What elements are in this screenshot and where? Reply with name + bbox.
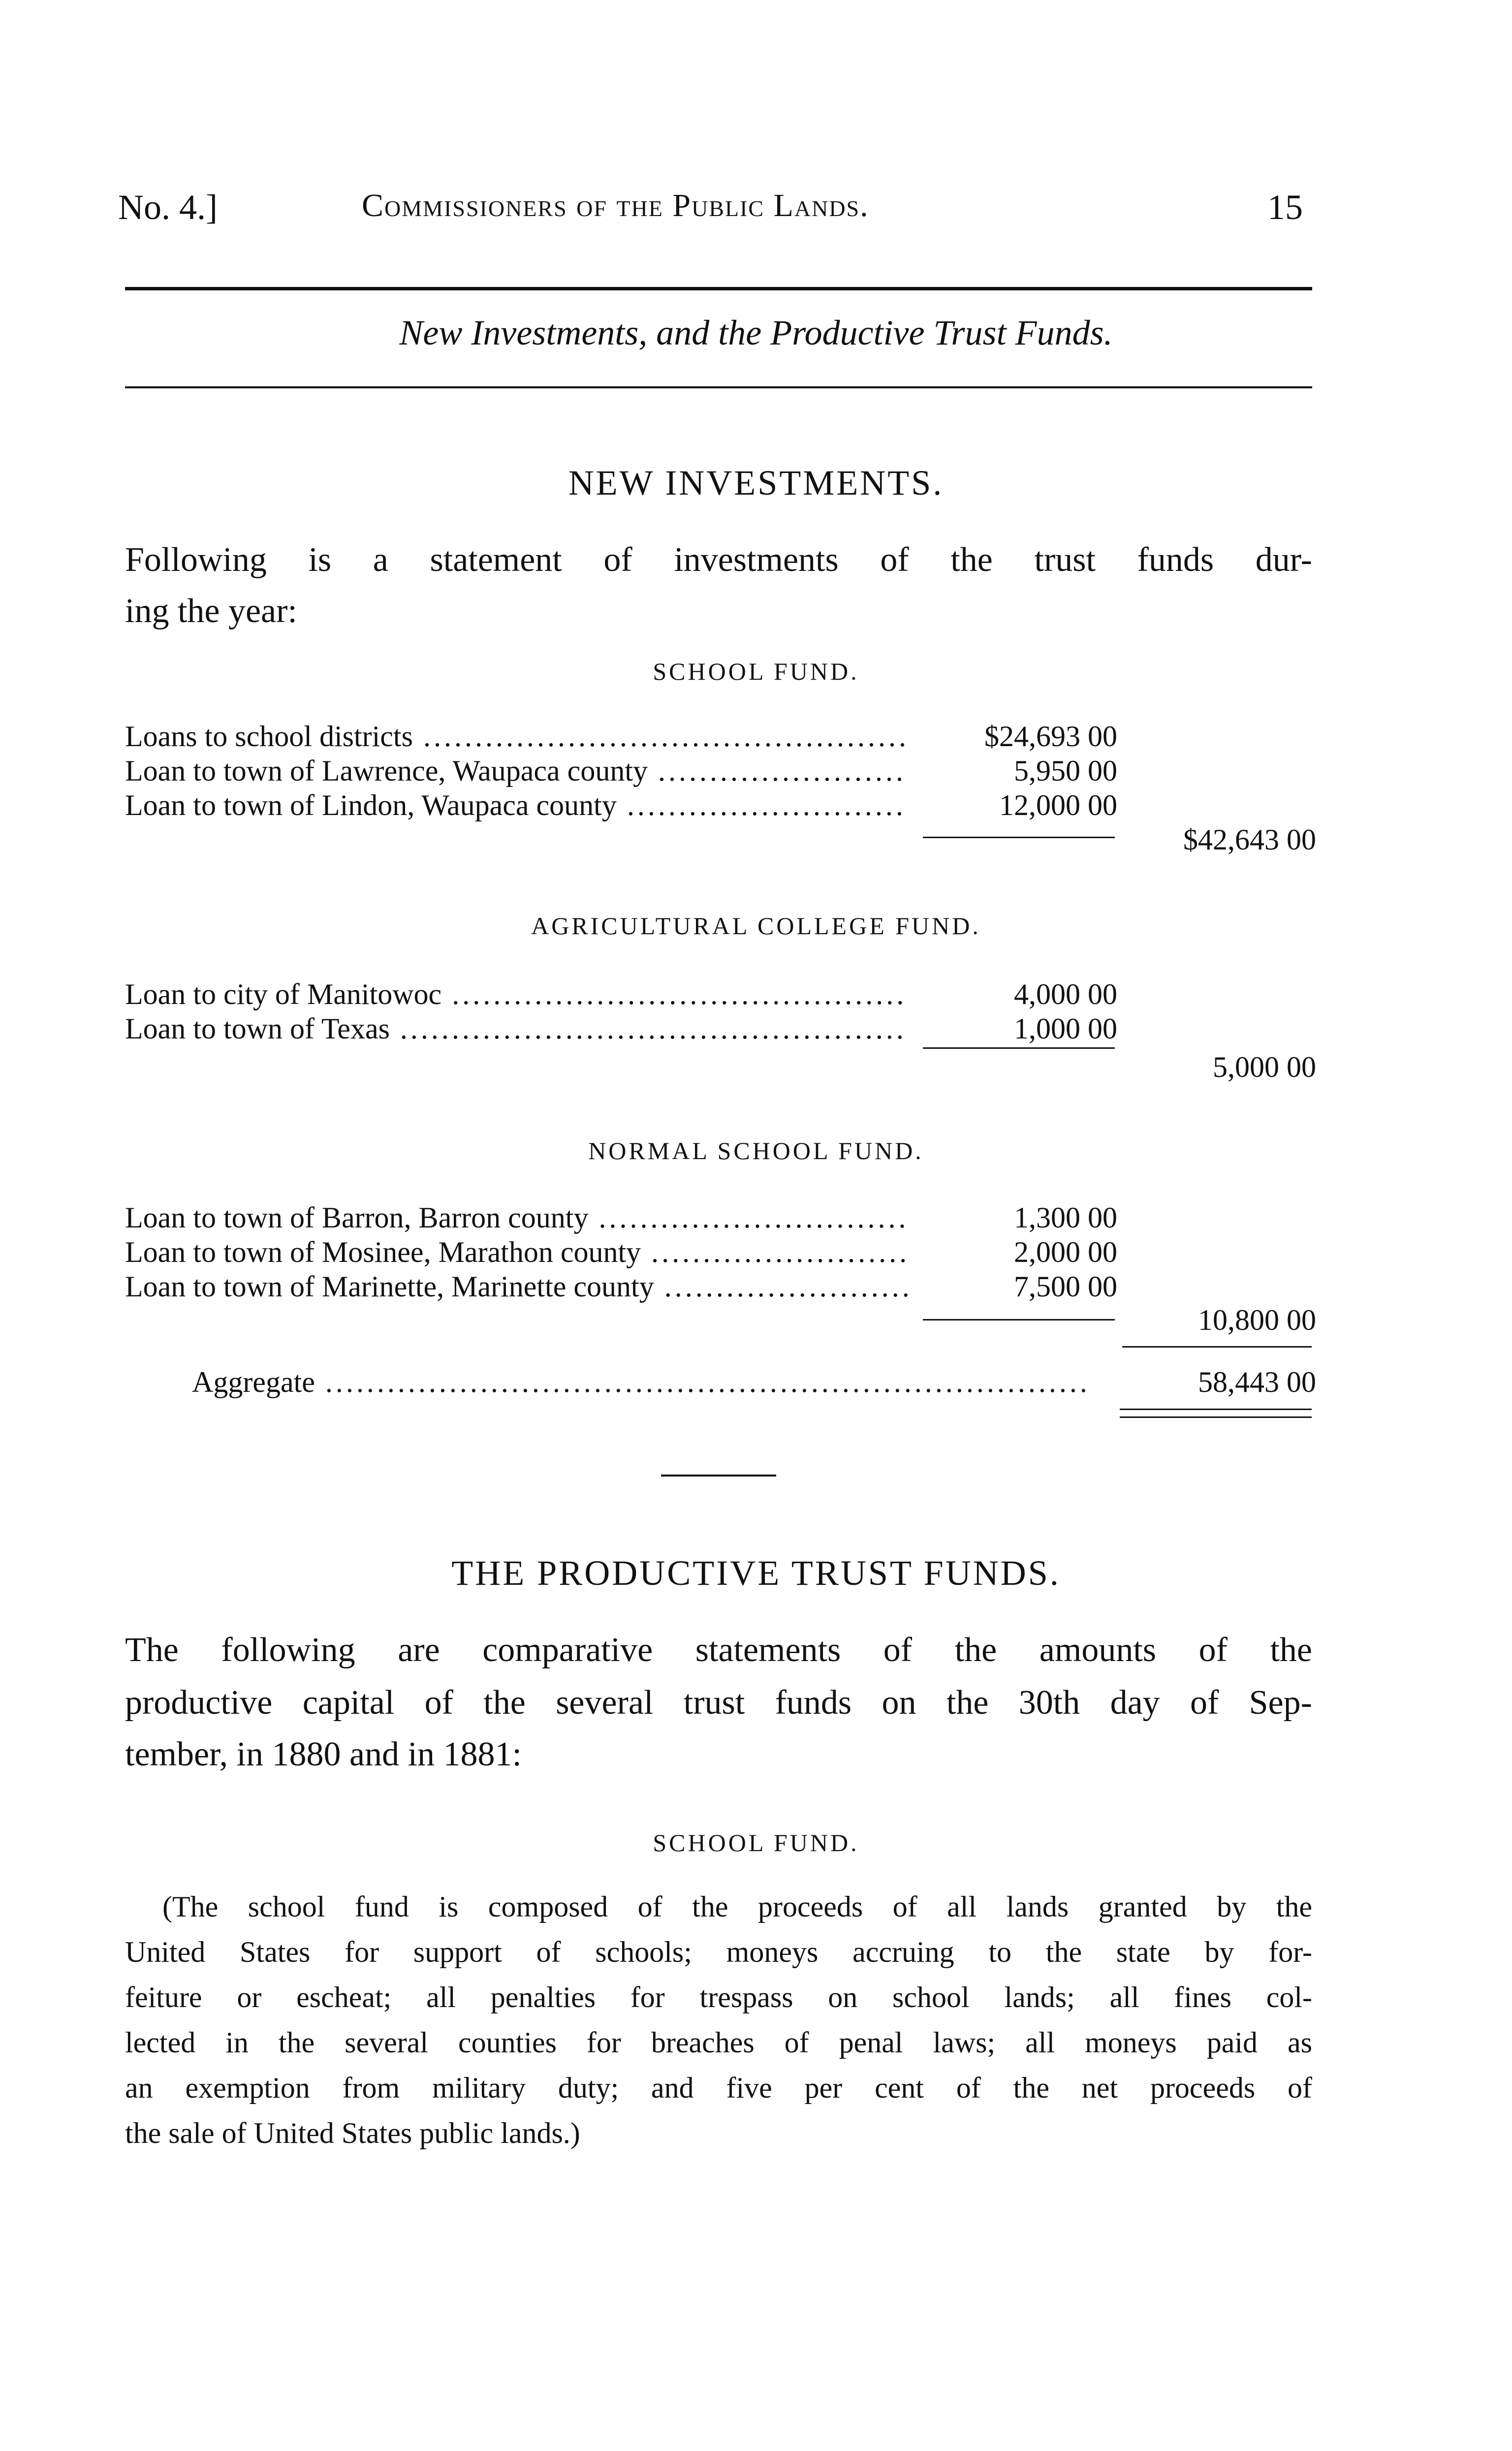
note-line: feiture or escheat; all penalties for tr…: [125, 1981, 1312, 2013]
note-line: (The school fund is composed of the proc…: [162, 1890, 1312, 1923]
section-divider: [661, 1475, 776, 1477]
row-label: Loans to school districts: [125, 720, 908, 754]
total-row: $42,643 00: [125, 823, 1316, 857]
subtotal-rule: [923, 1047, 1115, 1049]
new-investments-heading: NEW INVESTMENTS.: [568, 463, 944, 503]
fund-total: 10,800 00: [1198, 1304, 1316, 1336]
total-row: 5,000 00: [125, 1050, 1316, 1085]
note-line: United States for support of schools; mo…: [125, 1936, 1312, 1968]
row-label: Loan to town of Barron, Barron county: [125, 1201, 908, 1235]
note-line: the sale of United States public lands.): [125, 2117, 580, 2149]
aggregate-row: Aggregate 58,443 00: [192, 1365, 1316, 1400]
intro-line: Following is a statement of investments …: [125, 541, 1312, 579]
total-row: 10,800 00: [125, 1303, 1316, 1338]
fund-total: 5,000 00: [1213, 1051, 1316, 1083]
fund-heading: SCHOOL FUND.: [653, 1829, 859, 1856]
row-label: Loan to town of Lindon, Waupaca county: [125, 788, 908, 822]
row-label: Loan to town of Mosinee, Marathon county: [125, 1235, 908, 1269]
aggregate-top-rule: [1122, 1346, 1312, 1348]
table-row: Loan to city of Manitowoc 4,000 00: [125, 977, 1316, 1012]
table-row: Loan to town of Lawrence, Waupaca county…: [125, 754, 1316, 788]
note-line: an exemption from military duty; and fiv…: [125, 2072, 1312, 2104]
row-label: Loan to town of Texas: [125, 1012, 908, 1046]
subtotal-rule: [923, 1319, 1115, 1320]
page-number: 15: [1267, 188, 1303, 227]
table-row: Loans to school districts $24,693 00: [125, 720, 1316, 754]
note-line: lected in the several counties for breac…: [125, 2026, 1312, 2059]
productive-heading: THE PRODUCTIVE TRUST FUNDS.: [451, 1553, 1061, 1593]
intro-line: productive capital of the several trust …: [125, 1684, 1312, 1722]
subtitle-rule: [125, 386, 1312, 388]
header-rule: [125, 287, 1312, 290]
double-rule-top: [1120, 1409, 1312, 1410]
table-row: Loan to town of Marinette, Marinette cou…: [125, 1270, 1316, 1304]
row-amount: 1,300 00: [1014, 1201, 1117, 1234]
fund-heading: NORMAL SCHOOL FUND.: [588, 1137, 924, 1164]
row-amount: 12,000 00: [999, 789, 1117, 821]
row-label: Loan to city of Manitowoc: [125, 977, 908, 1011]
subtotal-rule: [923, 837, 1115, 838]
fund-total: $42,643 00: [1183, 823, 1316, 856]
row-amount: $24,693 00: [984, 720, 1117, 753]
table-row: Loan to town of Lindon, Waupaca county 12…: [125, 788, 1316, 823]
intro-line: The following are comparative statements…: [125, 1631, 1312, 1669]
table-row: Loan to town of Barron, Barron county 1,3…: [125, 1201, 1316, 1235]
table-row: Loan to town of Mosinee, Marathon county…: [125, 1235, 1316, 1270]
row-amount: 2,000 00: [1014, 1236, 1117, 1268]
aggregate-value: 58,443 00: [1198, 1366, 1316, 1398]
header-title: Commissioners of the Public Lands.: [362, 188, 869, 223]
section-subtitle: New Investments, and the Productive Trus…: [399, 313, 1113, 352]
intro-line: tember, in 1880 and in 1881:: [125, 1735, 522, 1773]
aggregate-label: Aggregate: [192, 1365, 1088, 1399]
table-row: Loan to town of Texas 1,000 00: [125, 1012, 1316, 1046]
double-rule-bottom: [1120, 1416, 1312, 1418]
header-number: No. 4.]: [118, 188, 218, 227]
intro-line: ing the year:: [125, 592, 297, 630]
row-amount: 7,500 00: [1014, 1270, 1117, 1303]
row-label: Loan to town of Lawrence, Waupaca county: [125, 754, 908, 788]
fund-heading: SCHOOL FUND.: [653, 658, 859, 685]
fund-heading: AGRICULTURAL COLLEGE FUND.: [531, 912, 981, 940]
row-amount: 5,950 00: [1014, 754, 1117, 787]
row-label: Loan to town of Marinette, Marinette cou…: [125, 1270, 908, 1304]
row-amount: 1,000 00: [1014, 1012, 1117, 1045]
row-amount: 4,000 00: [1014, 978, 1117, 1010]
